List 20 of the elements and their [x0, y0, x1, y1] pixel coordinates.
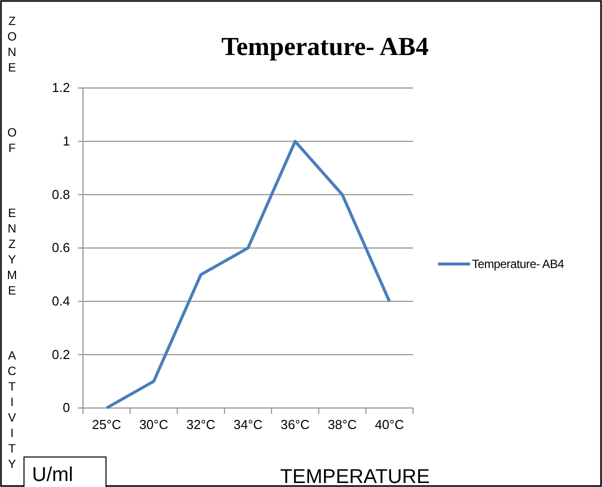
x-tick-label: 30°C [139, 417, 168, 432]
y-tick-label: 0 [62, 400, 70, 416]
text: U/ml [32, 464, 74, 486]
x-tick-label: 36°C [280, 417, 310, 432]
y-tick-label: 1.2 [52, 80, 70, 96]
x-axis-title: TEMPERATURE [280, 466, 430, 487]
x-tick-label: 25°C [92, 417, 122, 432]
y-tick-label: 0.2 [52, 346, 70, 362]
y-tick-label: 0.6 [52, 240, 70, 256]
y-tick-label: 0.4 [52, 293, 70, 308]
chart-title: Temperature- AB4 [221, 32, 429, 61]
line-series [105, 140, 391, 410]
x-tick-label: 40°C [374, 417, 404, 432]
y-tick-label: 1 [62, 133, 70, 148]
x-tick-label: 32°C [186, 417, 216, 432]
x-tick-label: 38°C [328, 417, 357, 432]
y-tick-label: 0.8 [52, 186, 70, 202]
x-tick-label: 34°C [233, 417, 263, 432]
y-axis-title: ZONE OF ENZYME ACTIVITY [5, 14, 19, 472]
legend-label: Temperature- AB4 [472, 257, 565, 271]
